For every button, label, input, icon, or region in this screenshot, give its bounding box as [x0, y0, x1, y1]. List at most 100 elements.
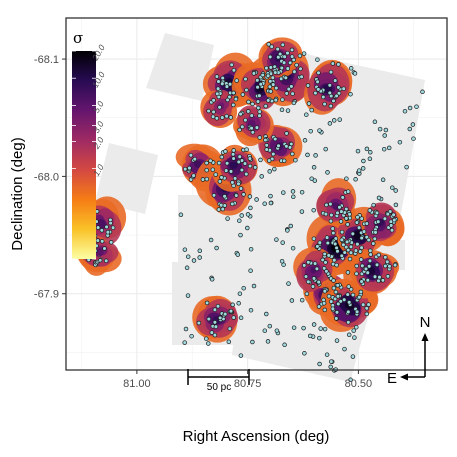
source-point: [231, 90, 236, 96]
source-point: [348, 91, 353, 97]
source-point: [342, 346, 347, 352]
source-point: [251, 71, 257, 76]
source-point: [352, 335, 357, 340]
source-point: [285, 66, 291, 71]
source-point: [335, 210, 340, 216]
source-point: [377, 126, 383, 132]
source-point: [185, 254, 191, 259]
source-point: [182, 247, 188, 252]
source-point: [316, 304, 322, 309]
source-point: [182, 340, 187, 345]
source-point: [226, 339, 232, 345]
source-point: [238, 353, 244, 358]
source-point: [337, 205, 342, 210]
source-point: [272, 166, 277, 172]
source-point: [327, 121, 333, 126]
y-tick-label: -68.0: [34, 171, 59, 183]
source-point: [235, 252, 241, 257]
source-point: [231, 67, 237, 73]
source-point: [381, 146, 387, 152]
source-point: [274, 237, 279, 242]
source-point: [204, 160, 209, 166]
source-point: [273, 97, 279, 103]
source-point: [392, 262, 398, 268]
source-point: [339, 253, 345, 259]
source-point: [238, 315, 244, 321]
source-point: [281, 60, 287, 65]
source-point: [374, 210, 380, 216]
density-blob: [231, 162, 238, 169]
source-point: [270, 75, 276, 80]
source-point: [332, 257, 337, 263]
source-point: [268, 193, 273, 199]
source-point: [346, 300, 352, 305]
source-point: [254, 125, 260, 130]
source-point: [105, 229, 111, 235]
source-point: [248, 246, 254, 252]
source-point: [274, 328, 280, 333]
source-point: [214, 116, 220, 121]
source-point: [397, 139, 403, 145]
source-point: [350, 354, 356, 359]
source-point: [327, 90, 333, 96]
source-point: [331, 285, 337, 291]
source-point: [206, 341, 211, 346]
source-point: [291, 194, 296, 200]
source-point: [257, 93, 262, 98]
source-point: [350, 231, 356, 237]
source-point: [324, 352, 330, 357]
source-point: [220, 81, 225, 86]
source-point: [240, 124, 245, 130]
source-point: [276, 143, 281, 149]
source-point: [331, 118, 337, 123]
source-point: [322, 307, 328, 313]
source-point: [178, 212, 184, 218]
source-point: [192, 156, 198, 162]
source-point: [291, 325, 297, 330]
compass-east-arrowhead: [400, 373, 408, 381]
source-point: [322, 326, 328, 332]
source-point: [315, 57, 320, 62]
source-point: [336, 85, 341, 90]
source-point: [99, 239, 105, 244]
source-point: [304, 291, 310, 297]
source-point: [284, 131, 289, 136]
source-point: [228, 308, 234, 314]
source-point: [334, 338, 340, 343]
source-point: [282, 342, 287, 348]
source-point: [306, 101, 312, 106]
source-point: [237, 154, 242, 159]
source-point: [285, 50, 290, 56]
source-point: [335, 283, 340, 288]
source-point: [327, 83, 333, 88]
source-point: [103, 258, 109, 264]
source-point: [309, 107, 314, 113]
source-point: [208, 237, 214, 243]
source-point: [355, 214, 360, 220]
source-point: [346, 320, 351, 325]
source-point: [299, 209, 305, 214]
source-point: [346, 332, 352, 338]
colorbar-title: σ: [73, 29, 83, 47]
source-point: [258, 81, 264, 87]
source-point: [311, 236, 317, 241]
source-point: [301, 51, 307, 56]
source-point: [182, 166, 188, 172]
source-point: [264, 311, 269, 317]
source-point: [331, 98, 336, 104]
source-point: [257, 135, 262, 140]
source-point: [368, 252, 373, 257]
source-point: [308, 128, 313, 134]
source-point: [262, 201, 267, 206]
source-point: [354, 271, 359, 276]
source-point: [259, 174, 264, 179]
source-point: [289, 54, 295, 59]
source-point: [293, 157, 298, 163]
source-point: [359, 235, 364, 241]
source-point: [391, 212, 396, 218]
source-point: [211, 98, 216, 103]
source-point: [380, 177, 386, 183]
source-point: [332, 296, 338, 302]
source-point: [345, 270, 351, 275]
source-point: [404, 164, 409, 170]
